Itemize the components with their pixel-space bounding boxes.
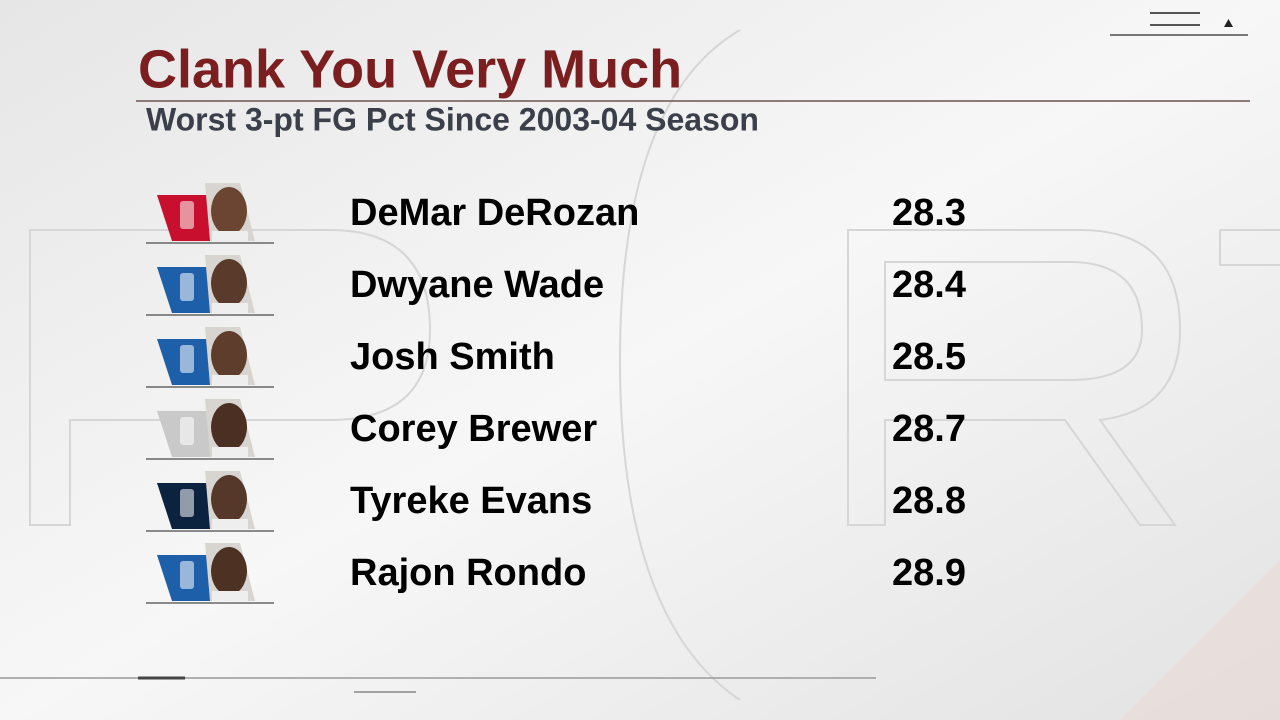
headshot bbox=[211, 403, 247, 451]
team-emblem bbox=[180, 561, 194, 589]
team-emblem bbox=[180, 489, 194, 517]
pct-value: 28.7 bbox=[892, 408, 966, 450]
title: Clank You Very Much bbox=[138, 39, 682, 99]
headshot-shoulders bbox=[212, 447, 248, 457]
deco-triangle bbox=[1224, 19, 1233, 27]
table-row: Rajon Rondo 28.9 bbox=[146, 543, 966, 604]
player-name: DeMar DeRozan bbox=[350, 192, 639, 234]
corner-accent bbox=[1120, 560, 1280, 720]
player-name: Corey Brewer bbox=[350, 408, 597, 450]
table-row: DeMar DeRozan 28.3 bbox=[146, 183, 966, 244]
team-emblem bbox=[180, 417, 194, 445]
headshot bbox=[211, 475, 247, 523]
background-lettering bbox=[29, 29, 1280, 701]
headshot-shoulders bbox=[212, 231, 248, 241]
subtitle: Worst 3-pt FG Pct Since 2003-04 Season bbox=[146, 101, 759, 137]
headshot bbox=[211, 187, 247, 235]
pct-value: 28.9 bbox=[892, 552, 966, 594]
team-emblem bbox=[180, 273, 194, 301]
player-name: Tyreke Evans bbox=[350, 480, 592, 522]
pct-value: 28.4 bbox=[892, 264, 966, 306]
table: DeMar DeRozan 28.3 Dwyane Wade 28.4 Josh Smi… bbox=[146, 183, 966, 604]
headshot bbox=[211, 331, 247, 379]
headshot bbox=[211, 259, 247, 307]
headshot-shoulders bbox=[212, 591, 248, 601]
pct-value: 28.8 bbox=[892, 480, 966, 522]
headshot bbox=[211, 547, 247, 595]
pct-value: 28.3 bbox=[892, 192, 966, 234]
headshot-shoulders bbox=[212, 303, 248, 313]
team-emblem bbox=[180, 201, 194, 229]
table-row: Tyreke Evans 28.8 bbox=[146, 471, 966, 532]
table-row: Corey Brewer 28.7 bbox=[146, 399, 966, 460]
table-row: Josh Smith 28.5 bbox=[146, 327, 966, 388]
pct-value: 28.5 bbox=[892, 336, 966, 378]
headshot-shoulders bbox=[212, 519, 248, 529]
player-name: Rajon Rondo bbox=[350, 552, 586, 594]
table-row: Dwyane Wade 28.4 bbox=[146, 255, 966, 316]
team-emblem bbox=[180, 345, 194, 373]
player-name: Dwyane Wade bbox=[350, 264, 604, 306]
headshot-shoulders bbox=[212, 375, 248, 385]
player-name: Josh Smith bbox=[350, 336, 555, 378]
